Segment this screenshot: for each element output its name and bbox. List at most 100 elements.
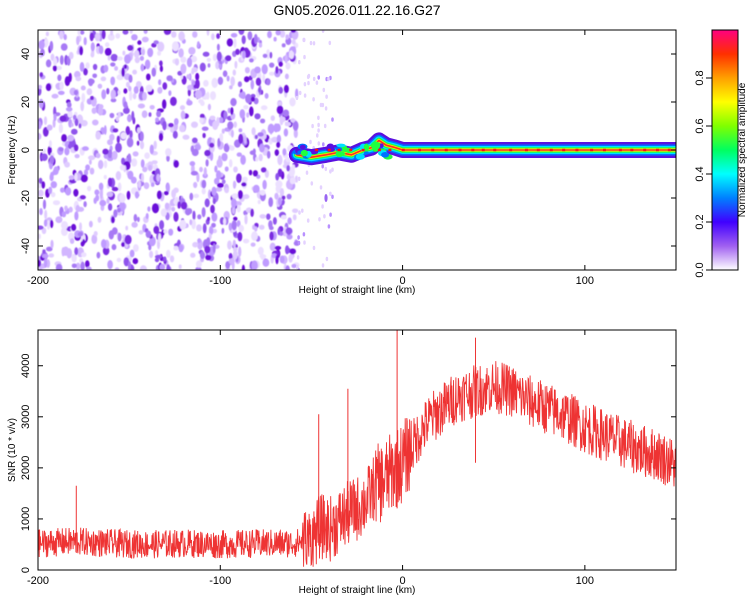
noise-speckle (136, 127, 141, 134)
scatter-speckle (325, 256, 329, 262)
noise-speckle (134, 56, 140, 64)
noise-speckle (150, 182, 155, 187)
noise-speckle (145, 213, 149, 220)
noise-speckle (251, 127, 256, 136)
noise-speckle (159, 220, 165, 230)
noise-speckle (212, 198, 216, 205)
scatter-speckle (317, 141, 321, 146)
noise-speckle (151, 160, 158, 165)
colorbar-label: Normalized spectral amplitude (737, 82, 748, 217)
noise-speckle (194, 89, 203, 99)
scatter-speckle (298, 90, 302, 96)
noise-speckle (202, 51, 210, 57)
noise-speckle (107, 33, 115, 41)
noise-speckle (157, 86, 163, 94)
noise-speckle (223, 144, 230, 153)
noise-speckle (169, 255, 175, 263)
signal-blob (300, 149, 308, 157)
noise-speckle (201, 126, 209, 131)
noise-speckle (55, 263, 63, 270)
noise-speckle (81, 146, 89, 151)
scatter-speckle (295, 95, 299, 101)
noise-speckle (38, 132, 42, 140)
noise-speckle (211, 77, 218, 88)
noise-speckle (147, 47, 154, 58)
noise-speckle (66, 101, 72, 108)
noise-speckle (242, 238, 250, 244)
noise-speckle (287, 217, 292, 225)
noise-speckle (115, 33, 121, 39)
noise-speckle (227, 240, 232, 250)
noise-speckle (111, 150, 118, 160)
noise-speckle (131, 34, 138, 41)
scatter-speckle (309, 40, 313, 46)
noise-speckle (257, 246, 264, 256)
noise-speckle (264, 93, 269, 99)
noise-speckle (107, 156, 114, 162)
signal-core-dash (444, 148, 448, 152)
noise-speckle (230, 33, 238, 38)
signal-core-dash (361, 148, 365, 152)
noise-speckle (93, 197, 97, 204)
noise-speckle (271, 253, 278, 259)
noise-speckle (211, 222, 216, 228)
noise-speckle (134, 50, 140, 59)
snr-x-tick-label: 100 (576, 575, 594, 587)
noise-speckle (251, 260, 258, 270)
noise-speckle (269, 71, 275, 76)
noise-speckle (191, 148, 199, 157)
noise-speckle (83, 169, 89, 176)
noise-speckle (225, 261, 231, 270)
noise-speckle (123, 101, 128, 109)
noise-speckle (292, 214, 297, 221)
noise-speckle (273, 123, 279, 133)
scatter-speckle (316, 133, 319, 138)
noise-speckle (127, 45, 134, 51)
noise-speckle (69, 238, 75, 244)
spectrogram-y-tick-label: 40 (20, 48, 32, 60)
noise-speckle (166, 249, 171, 258)
noise-speckle (110, 30, 114, 36)
noise-speckle (159, 60, 163, 67)
noise-speckle (172, 41, 179, 52)
noise-speckle (193, 181, 198, 189)
noise-speckle (279, 231, 284, 236)
noise-speckle (73, 188, 79, 197)
noise-speckle (106, 197, 110, 204)
scatter-speckle (325, 94, 328, 99)
figure-title: GN05.2026.011.22.16.G27 (273, 2, 440, 18)
noise-speckle (230, 107, 234, 116)
noise-speckle (101, 89, 107, 100)
noise-speckle (202, 223, 207, 234)
scatter-speckle (331, 194, 334, 199)
noise-speckle (115, 171, 122, 181)
noise-speckle (233, 166, 238, 173)
noise-speckle (195, 72, 200, 81)
noise-speckle (38, 121, 42, 130)
noise-speckle (112, 128, 119, 133)
noise-speckle (87, 78, 95, 85)
noise-speckle (138, 230, 144, 235)
noise-speckle (149, 144, 154, 155)
noise-speckle (258, 42, 263, 48)
noise-speckle (286, 165, 291, 172)
noise-speckle (127, 114, 132, 123)
noise-speckle (254, 226, 258, 232)
noise-speckle (195, 266, 202, 270)
noise-speckle (131, 158, 138, 167)
spectrogram-x-label: Height of straight line (km) (299, 285, 416, 296)
noise-speckle (136, 140, 140, 146)
noise-speckle (221, 227, 225, 234)
noise-speckle (182, 134, 190, 140)
noise-speckle (197, 214, 202, 220)
noise-speckle (99, 199, 107, 207)
noise-speckle (85, 260, 90, 268)
noise-speckle (203, 167, 207, 177)
noise-speckle (194, 144, 201, 151)
noise-speckle (114, 267, 120, 270)
noise-speckle (137, 180, 142, 189)
noise-speckle (179, 105, 186, 111)
noise-speckle (140, 159, 145, 168)
noise-speckle (274, 192, 279, 200)
noise-speckle (63, 34, 67, 41)
